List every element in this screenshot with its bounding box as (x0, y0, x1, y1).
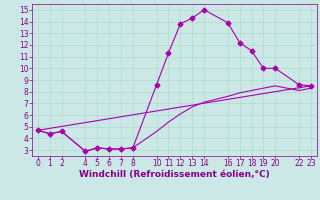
X-axis label: Windchill (Refroidissement éolien,°C): Windchill (Refroidissement éolien,°C) (79, 170, 270, 179)
